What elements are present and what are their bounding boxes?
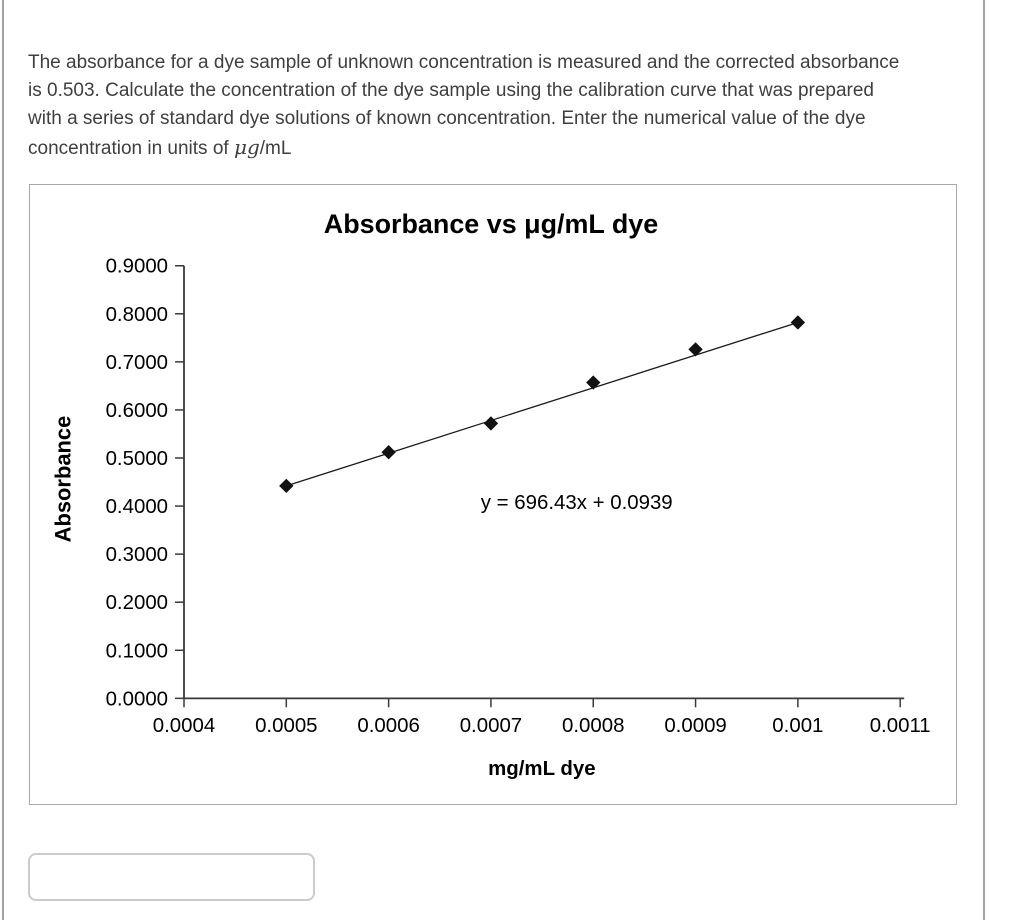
data-point-diamond — [586, 375, 601, 390]
data-point-diamond — [381, 445, 396, 460]
y-tick-label: 0.0000 — [106, 688, 168, 710]
y-tick-label: 0.9000 — [106, 256, 168, 278]
problem-line: is 0.503. Calculate the concentration of… — [28, 80, 875, 101]
calibration-chart: 0.0000 0.1000 0.2000 0.3000 0.4000 0.5000 0.60… — [29, 184, 957, 805]
y-tick-label: 0.3000 — [106, 544, 168, 566]
y-tick-label: 0.6000 — [106, 400, 168, 422]
y-tick-label: 0.5000 — [106, 448, 168, 470]
problem-last-line-prefix: concentration in units of — [28, 138, 234, 159]
x-axis-title: mg/mL dye — [488, 758, 595, 780]
problem-line: with a series of standard dye solutions … — [28, 108, 866, 129]
problem-line: The absorbance for a dye sample of unkno… — [28, 52, 900, 73]
x-tick-label: 0.0005 — [255, 715, 317, 737]
problem-statement: The absorbance for a dye sample of unkno… — [28, 49, 956, 163]
x-tick-label: 0.0004 — [153, 715, 215, 737]
page-left-border — [2, 0, 4, 920]
data-point-diamond — [483, 416, 499, 431]
x-tick-label: 0.001 — [772, 715, 823, 737]
problem-line-last: concentration in units of μg/mL — [28, 133, 956, 163]
data-point-diamond — [688, 342, 703, 357]
x-tick-label: 0.0007 — [460, 715, 522, 737]
mu-g-unit: μg — [233, 135, 260, 159]
x-tick-label: 0.0011 — [870, 715, 931, 737]
data-point-diamond — [279, 478, 294, 494]
y-axis-title: Absorbance — [50, 416, 75, 543]
unit-suffix: /mL — [259, 138, 292, 159]
calibration-chart-svg: 0.0000 0.1000 0.2000 0.3000 0.4000 0.5000 0.60… — [50, 209, 931, 780]
page-right-border — [983, 0, 985, 920]
x-tick-label: 0.0009 — [664, 715, 726, 737]
trendline — [286, 321, 799, 487]
chart-title: Absorbance vs μg/mL dye — [324, 209, 658, 239]
y-tick-label: 0.2000 — [106, 592, 168, 614]
x-tick-label: 0.0006 — [357, 715, 419, 737]
trendline-equation: y = 696.43x + 0.0939 — [481, 492, 673, 514]
y-tick-label: 0.8000 — [106, 304, 168, 326]
y-tick-label: 0.4000 — [106, 496, 168, 518]
x-tick-label: 0.0008 — [562, 715, 624, 737]
answer-input[interactable] — [28, 853, 315, 901]
y-tick-label: 0.7000 — [106, 352, 168, 374]
y-tick-label: 0.1000 — [106, 640, 168, 662]
data-point-diamond — [790, 315, 806, 330]
